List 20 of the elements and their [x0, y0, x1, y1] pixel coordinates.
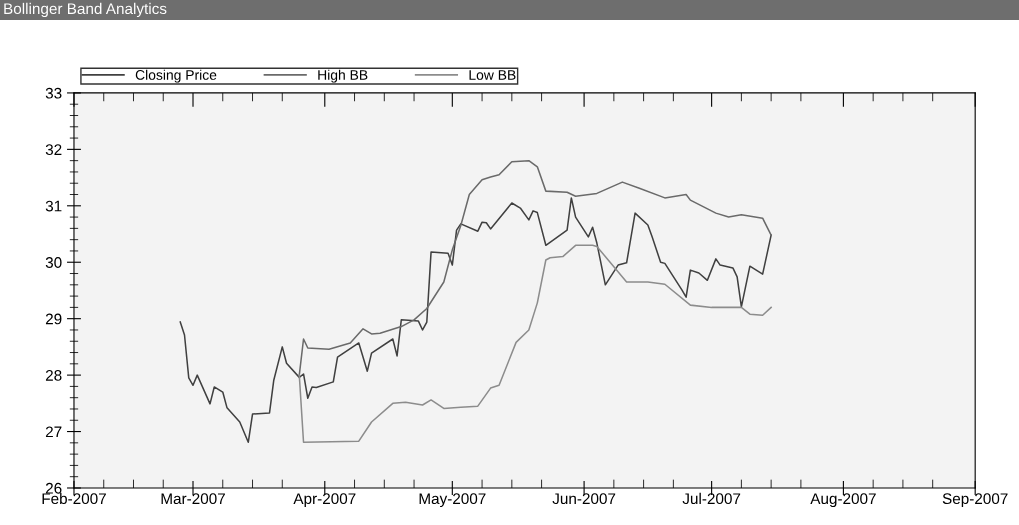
x-tick-label: Apr-2007: [293, 493, 356, 508]
y-tick-label: 28: [45, 369, 62, 381]
legend-label: Low BB: [469, 70, 516, 80]
chart-title: Bollinger Band Analytics: [4, 2, 167, 18]
x-tick-label: Feb-2007: [42, 492, 106, 505]
y-tick-label: 32: [45, 144, 62, 156]
legend-label: Closing Price: [135, 69, 217, 83]
y-tick-label: 26: [45, 482, 62, 494]
x-tick-label: Jul-2007: [682, 492, 741, 505]
y-tick-label: 30: [45, 257, 62, 268]
x-tick-label: May-2007: [419, 493, 486, 508]
x-tick-label: Aug-2007: [810, 493, 876, 508]
y-tick-label: 29: [45, 313, 62, 325]
y-tick-label: 31: [45, 200, 62, 212]
x-tick-label: Mar-2007: [161, 493, 225, 505]
y-tick-label: 27: [45, 426, 62, 438]
y-tick-label: 33: [45, 87, 62, 99]
x-tick-label: Sep-2007: [942, 493, 1008, 508]
x-tick-label: Jun-2007: [552, 493, 616, 505]
legend-label: High BB: [318, 69, 368, 83]
